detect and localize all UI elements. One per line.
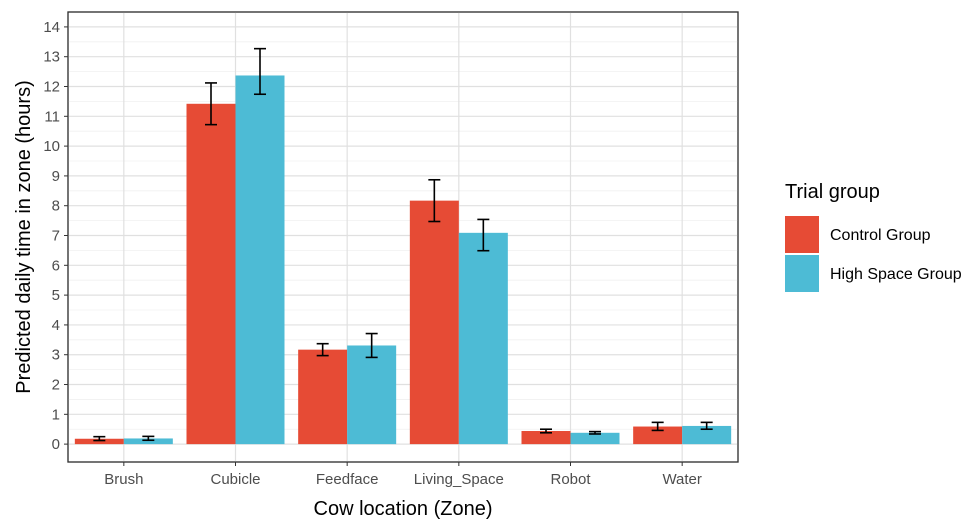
x-tick-label: Cubicle: [210, 471, 260, 488]
bar: [459, 233, 508, 444]
legend-item: Control Group: [785, 216, 931, 253]
x-tick-label: Water: [662, 471, 701, 488]
y-tick-label: 12: [43, 79, 60, 96]
y-tick-label: 13: [43, 49, 60, 66]
y-tick-label: 4: [52, 317, 60, 334]
legend-label: Control Group: [830, 227, 931, 244]
y-tick-label: 10: [43, 138, 60, 155]
y-tick-label: 3: [52, 347, 60, 364]
legend: Trial group Control Group High Space Grou…: [785, 181, 962, 292]
legend-swatch: [785, 255, 819, 292]
legend-item: High Space Group: [785, 255, 962, 292]
legend-items: Control Group High Space Group: [785, 216, 962, 292]
y-tick-label: 7: [52, 228, 60, 245]
bar: [298, 350, 347, 444]
bar: [347, 345, 396, 444]
y-tick-label: 14: [43, 19, 60, 36]
y-tick-label: 11: [44, 108, 60, 125]
bar: [187, 104, 236, 444]
legend-label: High Space Group: [830, 266, 962, 283]
y-tick-label: 8: [52, 198, 60, 215]
y-tick-label: 2: [52, 377, 60, 394]
legend-title: Trial group: [785, 181, 880, 203]
x-tick-label: Robot: [550, 471, 591, 488]
x-tick-label: Brush: [104, 471, 143, 488]
bar: [236, 75, 285, 444]
plot-panel: [68, 12, 738, 462]
y-tick-label: 9: [52, 168, 60, 185]
x-tick-label: Feedface: [316, 471, 379, 488]
x-tick-label: Living_Space: [414, 471, 504, 488]
x-axis-ticks: Brush Cubicle Feedface Living_Space Robot Wat…: [104, 462, 702, 488]
y-tick-label: 0: [52, 436, 60, 453]
bar: [410, 201, 459, 444]
legend-swatch: [785, 216, 819, 253]
y-axis-title: Predicted daily time in zone (hours): [13, 80, 35, 393]
y-tick-label: 5: [52, 287, 60, 304]
y-tick-label: 6: [52, 257, 60, 274]
x-axis-title: Cow location (Zone): [314, 498, 493, 520]
y-tick-label: 1: [52, 406, 60, 423]
